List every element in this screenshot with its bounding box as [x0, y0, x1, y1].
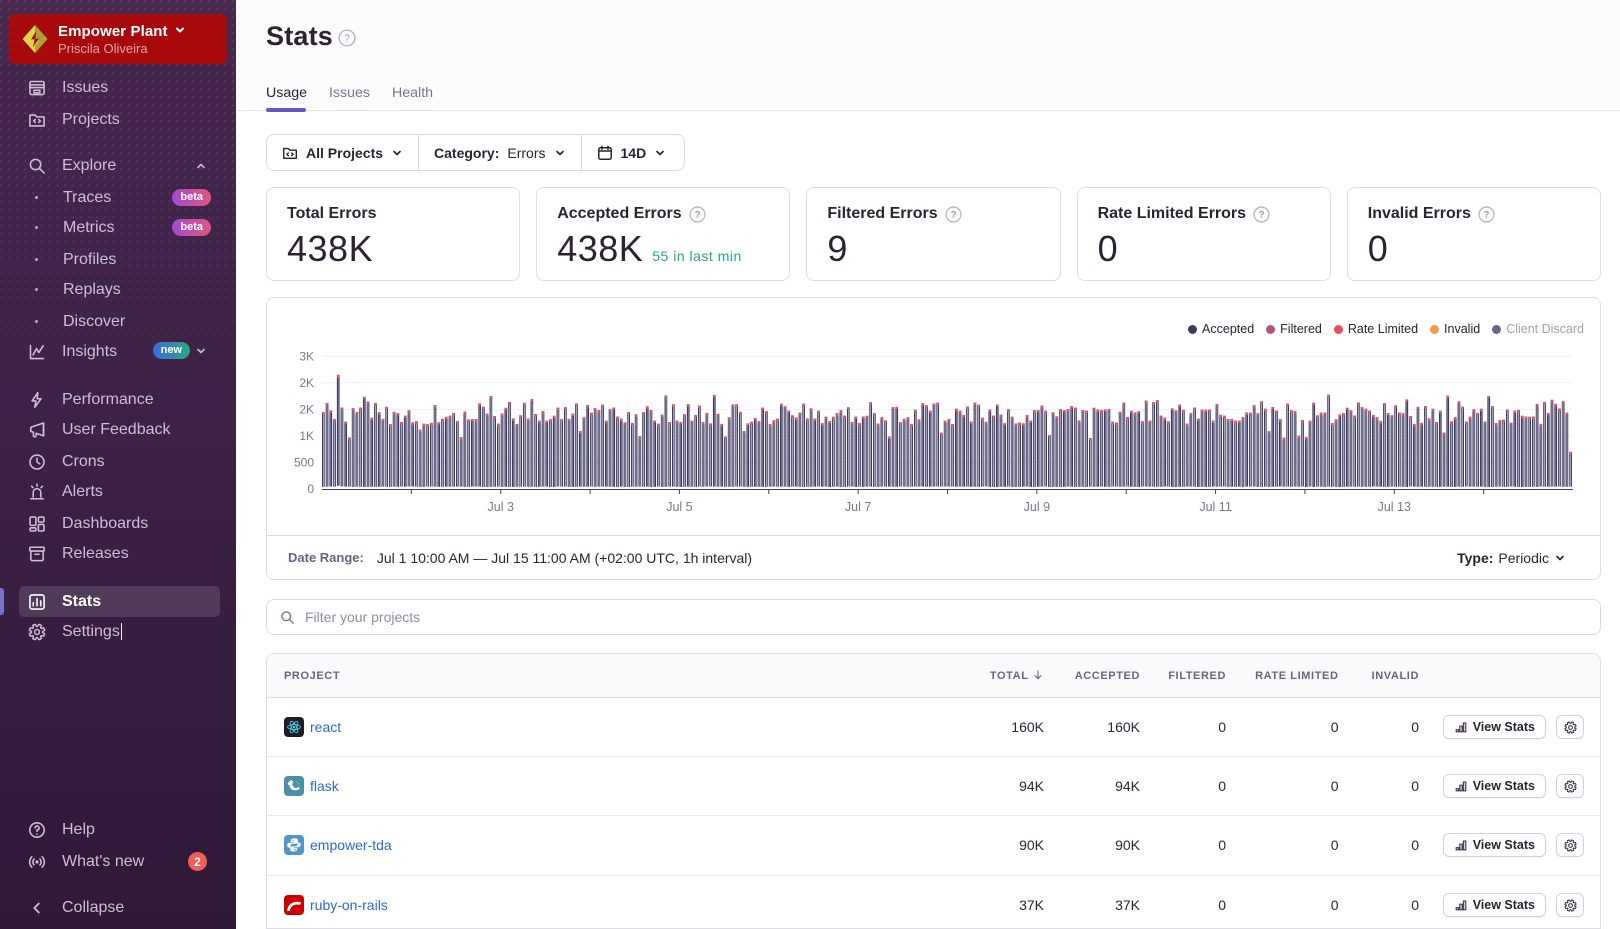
svg-text:1K: 1K — [299, 429, 314, 443]
svg-text:Jul 13: Jul 13 — [1378, 500, 1411, 514]
svg-text:?: ? — [1483, 209, 1489, 220]
svg-text:Jul 3: Jul 3 — [488, 500, 514, 514]
svg-text:Jul 5: Jul 5 — [666, 500, 692, 514]
svg-text:?: ? — [950, 209, 956, 220]
svg-text:500: 500 — [294, 455, 314, 469]
svg-text:2K: 2K — [299, 402, 314, 416]
svg-text:?: ? — [1259, 209, 1265, 220]
svg-text:?: ? — [694, 209, 700, 220]
svg-text:Jul 11: Jul 11 — [1199, 500, 1231, 514]
svg-text:Jul 7: Jul 7 — [845, 500, 871, 514]
svg-text:Jul 9: Jul 9 — [1024, 500, 1050, 514]
svg-text:3K: 3K — [299, 349, 314, 363]
svg-text:2K: 2K — [299, 376, 314, 390]
svg-text:?: ? — [344, 33, 350, 44]
svg-text:0: 0 — [307, 482, 314, 496]
